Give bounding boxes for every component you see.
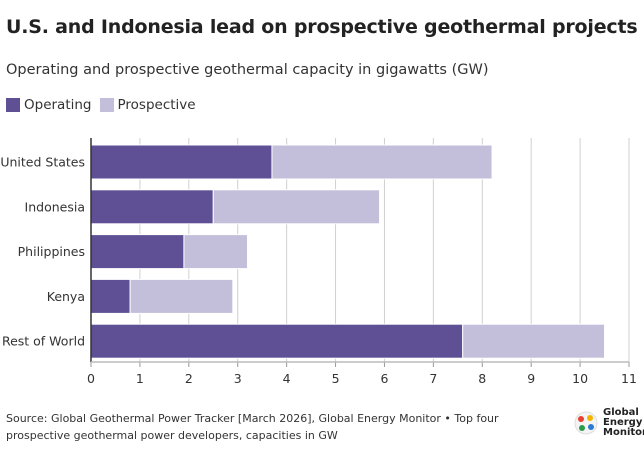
x-tick-label: 6: [380, 371, 388, 386]
globe-logo-icon: [574, 411, 598, 435]
x-tick-label: 3: [234, 371, 242, 386]
category-label: Rest of World: [2, 334, 85, 349]
bar-prospective: [129, 278, 234, 314]
bar-prospective: [183, 234, 249, 270]
category-label: Philippines: [18, 244, 85, 259]
category-label: Kenya: [47, 289, 85, 304]
legend-label-prospective: Prospective: [117, 97, 196, 113]
bar-operating: [90, 234, 185, 270]
legend-label-operating: Operating: [24, 97, 92, 113]
x-tick-label: 7: [429, 371, 437, 386]
x-tick-label: 4: [283, 371, 291, 386]
bar-prospective: [271, 144, 493, 180]
x-tick-label: 2: [185, 371, 193, 386]
source-note: Source: Global Geothermal Power Tracker …: [6, 412, 499, 442]
legend-swatch-prospective: [99, 98, 114, 112]
chart-subtitle: Operating and prospective geothermal cap…: [6, 62, 489, 78]
bar-operating: [90, 278, 131, 314]
bar-prospective: [462, 323, 606, 359]
chart-title: U.S. and Indonesia lead on prospective g…: [6, 16, 638, 38]
x-tick-label: 1: [136, 371, 144, 386]
gem-logo: Global Energy Monitor: [573, 408, 644, 438]
bar-operating: [90, 189, 214, 225]
x-tick-label: 5: [332, 371, 340, 386]
legend: Operating Prospective: [6, 97, 196, 113]
x-tick-label: 11: [621, 371, 637, 386]
logo-line1: Global: [603, 407, 639, 418]
bar-chart: 0 1 2 3 4 5 6 7 8 9 10 11 United States Indonesia Phil…: [0, 138, 637, 386]
bar-operating: [90, 144, 273, 180]
bar-prospective: [212, 189, 381, 225]
category-label: Indonesia: [25, 199, 85, 214]
x-tick-label: 8: [478, 371, 486, 386]
bar-operating: [90, 323, 464, 359]
logo-line2: Energy: [603, 417, 643, 428]
logo-line3: Monitor: [603, 427, 644, 438]
x-tick-label: 9: [527, 371, 535, 386]
x-tick-label: 0: [87, 371, 95, 386]
category-label: United States: [0, 155, 85, 170]
legend-swatch-operating: [6, 98, 20, 112]
x-tick-label: 10: [572, 371, 588, 386]
